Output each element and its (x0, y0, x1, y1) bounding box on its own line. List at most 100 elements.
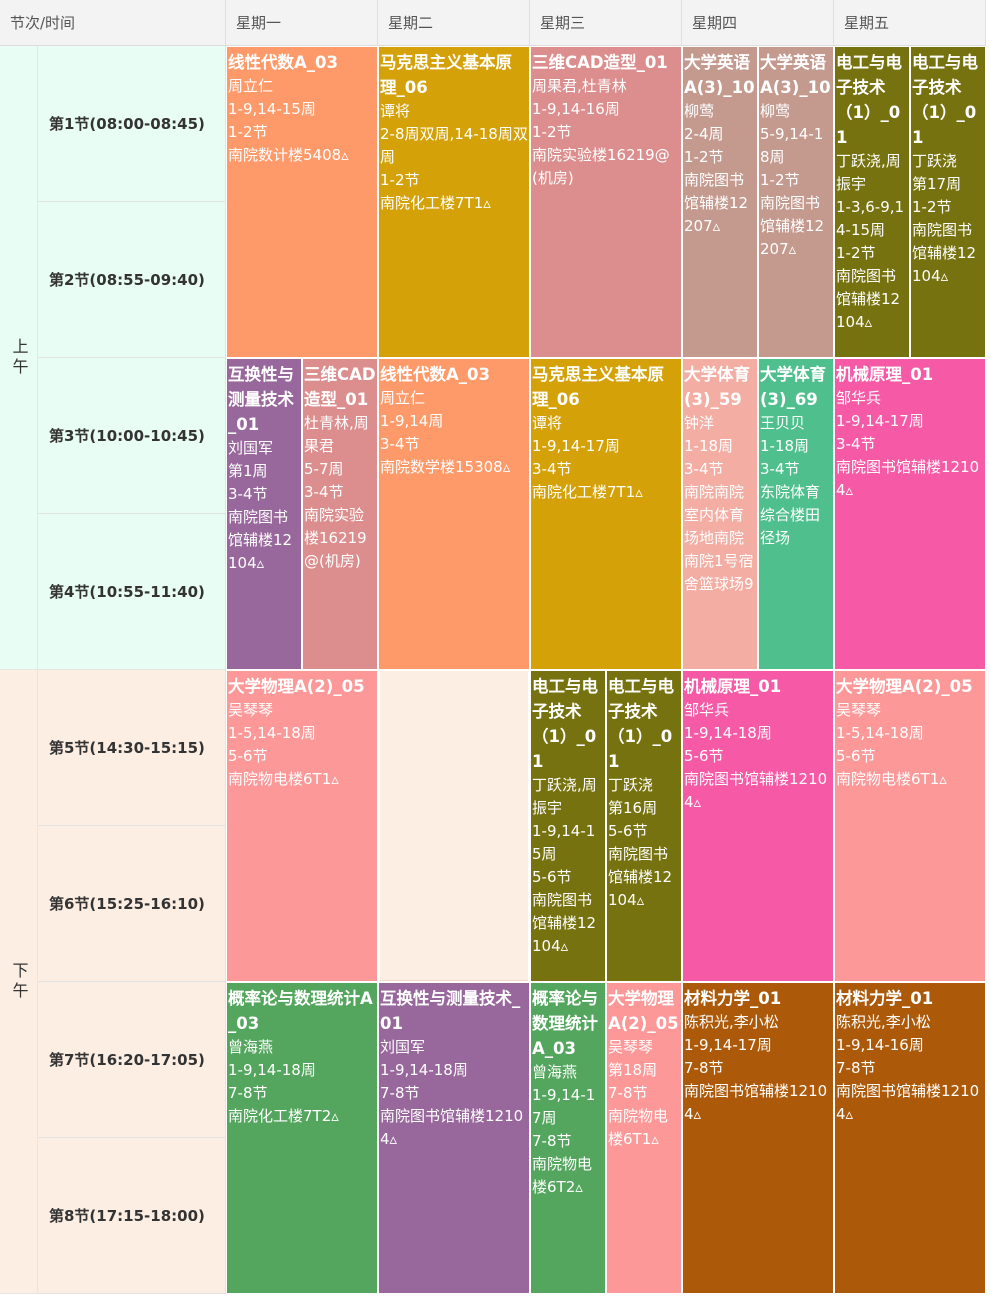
course-block[interactable]: 大学物理A(2)_05 吴琴琴 1-5,14-18周 5-6节 南院物电楼6T1▵ (835, 671, 985, 981)
course-block[interactable]: 概率论与数理统计A_03 曾海燕 1-9,14-17周 7-8节 南院物电楼6T2▵ (531, 983, 605, 1293)
course-location: 南院物电楼6T1▵ (228, 770, 339, 788)
course-location: 南院实验楼16219@(机房) (304, 506, 367, 570)
course-block[interactable]: 材料力学_01 陈积光,李小松 1-9,14-17周 7-8节 南院图书馆辅楼12104… (683, 983, 833, 1293)
course-name: 材料力学_01 (836, 989, 934, 1008)
course-name: 材料力学_01 (684, 989, 782, 1008)
course-periods: 3-4节 (836, 435, 876, 453)
course-block[interactable]: 电工与电子技术（1）_01 丁跃浇,周振宇 1-9,14-15周 5-6节 南院图书馆辅… (531, 671, 605, 981)
course-block[interactable]: 线性代数A_03 周立仁 1-9,14-15周 1-2节南院数计楼5408▵ (227, 47, 377, 357)
course-teacher: 刘国军 (380, 1038, 426, 1056)
course-block[interactable]: 互换性与测量技术_01 刘国军 第1周 3-4节 南院图书馆辅楼12104▵ (227, 359, 301, 669)
course-name: 大学体育(3)_59 (684, 365, 750, 409)
course-periods: 5-6节 (836, 747, 876, 765)
segment-label: 下午 (9, 961, 29, 1002)
segment-afternoon: 下午 (0, 670, 38, 1294)
course-name: 机械原理_01 (836, 365, 934, 384)
course-teacher: 杜青林,周果君 (304, 414, 369, 455)
course-periods: 1-2节 (228, 123, 268, 141)
course-block[interactable]: 大学物理A(2)_05 吴琴琴 1-5,14-18周 5-6节南院物电楼6T1▵ (227, 671, 377, 981)
course-weeks: 1-9,14-15周 (228, 100, 316, 118)
course-teacher: 陈积光,李小松 (684, 1013, 779, 1031)
course-periods: 7-8节 (532, 1132, 572, 1150)
header-day-thu[interactable]: 星期四 (682, 0, 834, 46)
course-block[interactable]: 三维CAD造型_01 杜青林,周果君 5-7周 3-4节南院实验楼16219@(机房) (303, 359, 377, 669)
course-block[interactable]: 大学体育(3)_69 王贝贝 1-18周 3-4节 东院体育综合楼田径场 (759, 359, 833, 669)
course-location: 南院化工楼7T1▵ (532, 483, 643, 501)
header-day-tue[interactable]: 星期二 (378, 0, 530, 46)
course-teacher: 丁跃浇,周振宇 (836, 152, 901, 193)
course-block[interactable]: 电工与电子技术（1）_01 丁跃浇 第17周 1-2节 南院图书馆辅楼12104▵ (911, 47, 985, 357)
period-label: 第6节(15:25-16:10) (38, 826, 226, 982)
course-block[interactable]: 机械原理_01 邹华兵 1-9,14-17周 3-4节 南院图书馆辅楼12104▵ (835, 359, 985, 669)
course-periods: 5-6节 (532, 868, 572, 886)
course-periods: 3-4节 (304, 483, 344, 501)
course-block[interactable]: 互换性与测量技术_01 刘国军 1-9,14-18周 7-8节 南院图书馆辅楼12104… (379, 983, 529, 1293)
course-name: 互换性与测量技术_01 (228, 365, 294, 434)
course-block[interactable]: 三维CAD造型_01 周果君,杜青林 1-9,14-16周 1-2节 南院实验楼1621… (531, 47, 681, 357)
course-teacher: 邹华兵 (836, 389, 882, 407)
course-periods: 1-2节 (684, 148, 724, 166)
course-location: 南院图书馆辅楼12207▵ (684, 171, 749, 235)
course-teacher: 吴琴琴 (228, 701, 274, 719)
course-block[interactable]: 电工与电子技术（1）_01 丁跃浇,周振宇 1-3,6-9,14-15周 1-2节 南院… (835, 47, 909, 357)
course-name: 三维CAD造型_01 (304, 365, 376, 409)
course-periods: 3-4节 (684, 460, 724, 478)
course-weeks: 1-5,14-18周 (228, 724, 316, 742)
course-periods: 1-2节 (836, 244, 876, 262)
course-periods: 7-8节 (228, 1084, 268, 1102)
course-weeks: 1-9,14周 (380, 412, 444, 430)
header-day-mon[interactable]: 星期一 (226, 0, 378, 46)
course-periods: 5-6节 (684, 747, 724, 765)
course-block[interactable]: 材料力学_01 陈积光,李小松 1-9,14-16周 7-8节 南院图书馆辅楼12104… (835, 983, 985, 1293)
course-periods: 5-6节 (228, 747, 268, 765)
course-name: 大学物理A(2)_05 (228, 677, 365, 696)
course-weeks: 1-18周 (684, 437, 734, 455)
course-periods: 1-2节 (760, 171, 800, 189)
course-name: 大学物理A(2)_05 (836, 677, 973, 696)
course-teacher: 周果君,杜青林 (532, 77, 627, 95)
course-name: 电工与电子技术（1）_01 (608, 677, 674, 771)
course-periods: 1-2节 (912, 198, 952, 216)
course-periods: 5-6节 (608, 822, 648, 840)
header-day-wed[interactable]: 星期三 (530, 0, 682, 46)
header-day-fri[interactable]: 星期五 (834, 0, 986, 46)
course-teacher: 刘国军 (228, 439, 274, 457)
course-location: 南院物电楼6T1▵ (608, 1107, 669, 1148)
course-weeks: 1-9,14-18周 (228, 1061, 316, 1079)
course-teacher: 谭将 (380, 102, 411, 120)
period-label: 第2节(08:55-09:40) (38, 202, 226, 358)
course-block[interactable]: 大学英语A(3)_10 柳莺 5-9,14-18周 1-2节 南院图书馆辅楼12207▵ (759, 47, 833, 357)
course-weeks: 1-9,14-17周 (532, 437, 620, 455)
course-weeks: 5-7周 (304, 460, 344, 478)
course-name: 线性代数A_03 (228, 53, 338, 72)
course-name: 马克思主义基本原理_06 (380, 53, 512, 97)
course-location: 南院图书馆辅楼12104▵ (684, 770, 828, 811)
course-periods: 1-2节 (380, 171, 420, 189)
course-location: 南院数计楼5408▵ (228, 146, 349, 164)
course-weeks: 5-9,14-18周 (760, 125, 824, 166)
course-teacher: 吴琴琴 (836, 701, 882, 719)
course-periods: 7-8节 (380, 1084, 420, 1102)
course-block[interactable]: 马克思主义基本原理_06 谭将 1-9,14-17周 3-4节 南院化工楼7T1▵ (531, 359, 681, 669)
course-block[interactable]: 马克思主义基本原理_06 谭将 2-8周双周,14-18周双周 1-2节 南院化工楼7T… (379, 47, 529, 357)
course-block[interactable]: 大学物理A(2)_05 吴琴琴 第18周 7-8节 南院物电楼6T1▵ (607, 983, 681, 1293)
course-block[interactable]: 电工与电子技术（1）_01 丁跃浇 第16周 5-6节 南院图书馆辅楼12104▵ (607, 671, 681, 981)
course-periods: 1-2节 (532, 123, 572, 141)
course-block[interactable]: 大学英语A(3)_10 柳莺 2-4周 1-2节 南院图书馆辅楼12207▵ (683, 47, 757, 357)
course-teacher: 丁跃浇,周振宇 (532, 776, 597, 817)
course-block[interactable]: 机械原理_01 邹华兵 1-9,14-18周 5-6节 南院图书馆辅楼12104▵ (683, 671, 833, 981)
segment-morning: 上午 (0, 46, 38, 670)
segment-label: 上午 (9, 337, 29, 378)
course-block[interactable]: 线性代数A_03 周立仁 1-9,14周 3-4节 南院数学楼15308▵ (379, 359, 529, 669)
course-name: 大学物理A(2)_05 (608, 989, 679, 1033)
course-teacher: 周立仁 (228, 77, 274, 95)
course-block[interactable]: 大学体育(3)_59 钟洋 1-18周 3-4节 南院南院室内体育场地南院南院1号宿舍篮… (683, 359, 757, 669)
course-teacher: 丁跃浇 (608, 776, 654, 794)
course-teacher: 曾海燕 (228, 1038, 274, 1056)
course-block[interactable]: 概率论与数理统计A_03 曾海燕 1-9,14-18周 7-8节 南院化工楼7T2▵ (227, 983, 377, 1293)
course-weeks: 1-9,14-18周 (380, 1061, 468, 1079)
course-weeks: 第18周 (608, 1061, 658, 1079)
course-weeks: 2-8周双周,14-18周双周 (380, 125, 528, 166)
course-teacher: 谭将 (532, 414, 563, 432)
header-corner: 节次/时间 (0, 0, 226, 46)
